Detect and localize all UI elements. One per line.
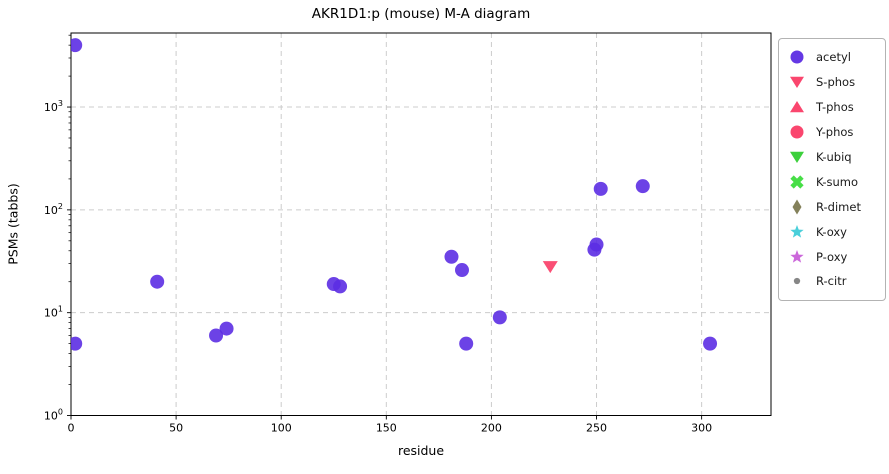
scatter-point-acetyl	[459, 336, 474, 351]
axes-frame	[70, 32, 772, 416]
y-axis-label: PSMs (tabbs)	[5, 183, 21, 265]
legend-label: Y-phos	[816, 125, 854, 140]
scatter-point-acetyl	[219, 321, 234, 336]
scatter-point-S-phos	[542, 261, 558, 274]
x-thick-marker-icon	[790, 175, 804, 189]
scatter-point-acetyl	[71, 38, 83, 53]
scatter-point-acetyl	[492, 310, 507, 325]
legend-item-S-phos: S-phos	[787, 70, 879, 95]
circle-marker-icon	[790, 50, 804, 64]
scatter-point-acetyl	[71, 336, 83, 351]
x-tick-label: 50	[169, 422, 183, 435]
scatter-point-acetyl	[635, 179, 650, 194]
legend-label: acetyl	[816, 50, 851, 65]
x-tick-label: 200	[481, 422, 502, 435]
y-tick-label: 101	[44, 305, 63, 320]
scatter-point-acetyl	[454, 263, 469, 278]
legend-item-K-oxy: K-oxy	[787, 219, 879, 244]
legend-item-K-ubiq: K-ubiq	[787, 145, 879, 170]
scatter-point-acetyl	[703, 336, 718, 351]
legend-item-R-citr: R-citr	[787, 269, 879, 294]
legend-item-K-sumo: K-sumo	[787, 169, 879, 194]
triangle-down-marker-icon	[790, 151, 804, 163]
scatter-point-acetyl	[444, 249, 459, 264]
legend: acetyl S-phos T-phos Y-phos K-ubiq K-sumo R-di…	[778, 38, 886, 301]
scatter-points	[71, 38, 718, 351]
legend-item-Y-phos: Y-phos	[787, 120, 879, 145]
scatter-point-acetyl	[593, 181, 608, 196]
legend-label: K-sumo	[816, 174, 859, 189]
legend-label: R-citr	[816, 274, 847, 289]
scatter-point-acetyl	[150, 274, 165, 289]
legend-label: P-oxy	[816, 249, 848, 264]
dot-marker-icon	[793, 278, 801, 285]
legend-label: S-phos	[816, 75, 856, 90]
x-tick-label: 150	[376, 422, 397, 435]
legend-item-P-oxy: P-oxy	[787, 244, 879, 269]
x-tick-label: 250	[586, 422, 607, 435]
legend-item-acetyl: acetyl	[787, 45, 879, 70]
star-marker-icon	[790, 224, 804, 238]
triangle-down-marker-icon	[790, 77, 804, 89]
y-tick-label: 103	[44, 99, 63, 114]
star-marker-icon	[790, 249, 804, 263]
triangle-up-marker-icon	[790, 101, 804, 113]
y-tick-label: 100	[44, 408, 63, 423]
diamond-marker-icon	[792, 199, 802, 215]
chart-title: AKR1D1:p (mouse) M-A diagram	[311, 6, 531, 22]
scatter-point-acetyl	[589, 237, 604, 252]
legend-label: K-ubiq	[816, 150, 852, 164]
x-tick-label: 0	[68, 422, 75, 435]
x-axis-label: residue	[397, 443, 445, 458]
legend-label: K-oxy	[816, 224, 847, 239]
x-tick-label: 100	[271, 422, 292, 435]
circle-marker-icon	[790, 125, 804, 139]
x-tick-label: 300	[691, 422, 712, 435]
legend-item-T-phos: T-phos	[787, 95, 879, 120]
y-tick-label: 102	[44, 202, 63, 217]
legend-label: T-phos	[816, 100, 854, 115]
legend-item-R-dimet: R-dimet	[787, 194, 879, 219]
scatter-point-acetyl	[333, 279, 348, 294]
scatter-point-acetyl	[209, 328, 224, 343]
legend-label: R-dimet	[816, 199, 861, 214]
